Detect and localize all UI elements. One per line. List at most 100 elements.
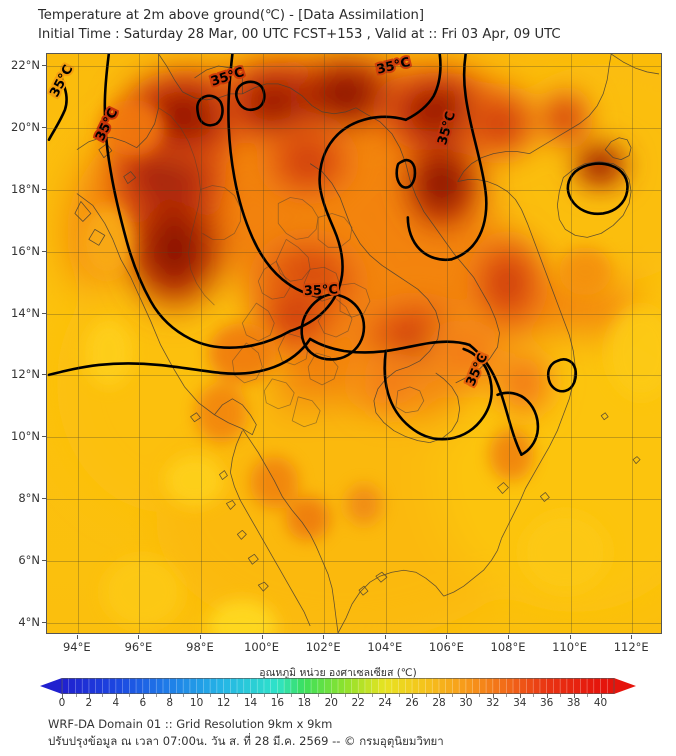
- colorbar-cell: [250, 678, 258, 694]
- x-axis-tick: [508, 635, 509, 639]
- colorbar-cell: [573, 678, 581, 694]
- colorbar-tick-label: 38: [566, 697, 581, 709]
- y-axis-label: 14°N: [11, 305, 40, 320]
- colorbar-cell: [203, 678, 211, 694]
- colorbar-tick-label: 24: [378, 697, 392, 709]
- colorbar-cell: [176, 678, 184, 694]
- x-axis-tick: [384, 635, 386, 639]
- colorbar-tick-minor: [371, 694, 373, 697]
- y-axis-tick: [42, 65, 46, 67]
- x-axis-label: 110°E: [552, 640, 588, 654]
- colorbar-tick-label: 10: [189, 697, 204, 709]
- colorbar-tick-label: 28: [432, 697, 446, 709]
- x-axis-label: 112°E: [613, 640, 649, 654]
- x-axis-label: 104°E: [367, 640, 403, 654]
- colorbar-cell: [553, 678, 561, 694]
- colorbar-cell: [263, 678, 272, 694]
- colorbar-tick: [277, 694, 279, 698]
- colorbar-cell: [438, 678, 447, 694]
- colorbar-cell: [405, 678, 413, 694]
- colorbar-tick-label: 6: [139, 697, 147, 709]
- gridline-vertical: [324, 54, 326, 633]
- y-axis-label: 22°N: [11, 58, 40, 73]
- colorbar-cell: [196, 678, 204, 694]
- colorbar-tick-label: 4: [112, 697, 120, 709]
- colorbar-cell: [290, 678, 299, 694]
- x-axis-label: 94°E: [62, 640, 91, 654]
- gridline-horizontal: [47, 499, 661, 500]
- colorbar: [40, 678, 636, 694]
- colorbar-cell: [210, 678, 218, 694]
- colorbar-tick-minor: [183, 694, 185, 697]
- y-axis-label: 12°N: [11, 367, 40, 382]
- colorbar-tick-minor: [479, 694, 481, 697]
- colorbar-cell: [115, 678, 124, 694]
- colorbar-tick-minor: [129, 694, 131, 697]
- colorbar-cell: [344, 678, 352, 694]
- gridline-vertical: [385, 54, 387, 633]
- colorbar-cell: [432, 678, 440, 694]
- y-axis-tick: [42, 127, 46, 129]
- colorbar-tick: [492, 694, 494, 698]
- colorbar-cell: [284, 678, 292, 694]
- colorbar-cell: [88, 678, 97, 694]
- colorbar-tick-minor: [560, 694, 562, 697]
- colorbar-cell: [452, 678, 460, 694]
- colorbar-cell: [459, 678, 467, 694]
- colorbar-tick: [115, 694, 117, 698]
- colorbar-cell: [311, 678, 319, 694]
- colorbar-cell: [526, 678, 534, 694]
- y-axis-label: 10°N: [11, 429, 40, 444]
- colorbar-cell: [122, 678, 130, 694]
- colorbar-cell: [492, 678, 501, 694]
- colorbar-cell: [351, 678, 359, 694]
- y-axis-label: 18°N: [11, 182, 40, 196]
- colorbar-cell: [75, 678, 83, 694]
- map-plot-area: 35°C 35°C 35°C 35°C 35°C 35°C 35°C 35°C …: [46, 53, 662, 634]
- colorbar-cell: [560, 678, 568, 694]
- colorbar-tick-label: 14: [243, 697, 258, 709]
- colorbar-tick: [385, 694, 387, 698]
- colorbar-tick: [519, 694, 521, 698]
- colorbar-tick: [358, 694, 360, 698]
- colorbar-tick-minor: [237, 694, 238, 697]
- colorbar-cell: [331, 678, 339, 694]
- footer-credit-line: ปรับปรุงข้อมูล ณ เวลา 07:00น. วัน ส. ที่…: [48, 733, 444, 748]
- colorbar-cell: [358, 678, 366, 694]
- gridline-vertical: [570, 54, 572, 633]
- colorbar-tick-minor: [425, 694, 427, 697]
- colorbar-cell: [68, 678, 76, 694]
- colorbar-cell: [317, 678, 325, 694]
- colorbar-tick-minor: [587, 694, 589, 697]
- y-axis-label: 8°N: [18, 491, 40, 505]
- colorbar-cell: [499, 678, 507, 694]
- colorbar-cell: [324, 678, 332, 694]
- colorbar-tick: [412, 694, 413, 698]
- colorbar-title: อุณหภูมิ หน่วย องศาเซลเซียส (℃): [259, 667, 417, 679]
- colorbar-cell: [506, 678, 514, 694]
- colorbar-cell: [270, 678, 278, 694]
- y-axis-label: 6°N: [18, 552, 40, 567]
- x-axis-tick: [323, 635, 325, 639]
- y-axis-tick: [42, 250, 46, 252]
- svg-text:35°C: 35°C: [304, 282, 339, 299]
- y-axis-tick: [42, 559, 46, 561]
- colorbar-cell: [216, 678, 225, 694]
- colorbar-cell: [149, 678, 157, 694]
- colorbar-cell: [371, 678, 379, 694]
- gridline-vertical: [77, 54, 79, 633]
- y-axis-tick: [42, 189, 46, 190]
- colorbar-cell: [95, 678, 103, 694]
- colorbar-cell: [62, 678, 70, 694]
- colorbar-cell: [593, 678, 601, 694]
- colorbar-cell: [391, 678, 400, 694]
- y-axis-tick: [42, 621, 46, 623]
- x-axis-label: 102°E: [305, 640, 341, 654]
- colorbar-tick-minor: [210, 694, 212, 697]
- colorbar-cell: [169, 678, 177, 694]
- colorbar-tick-label: 36: [540, 697, 554, 709]
- colorbar-cell: [398, 678, 406, 694]
- x-axis-label: 98°E: [186, 640, 214, 654]
- colorbar-tick-label: 0: [58, 697, 66, 709]
- colorbar-tick-label: 26: [405, 697, 419, 709]
